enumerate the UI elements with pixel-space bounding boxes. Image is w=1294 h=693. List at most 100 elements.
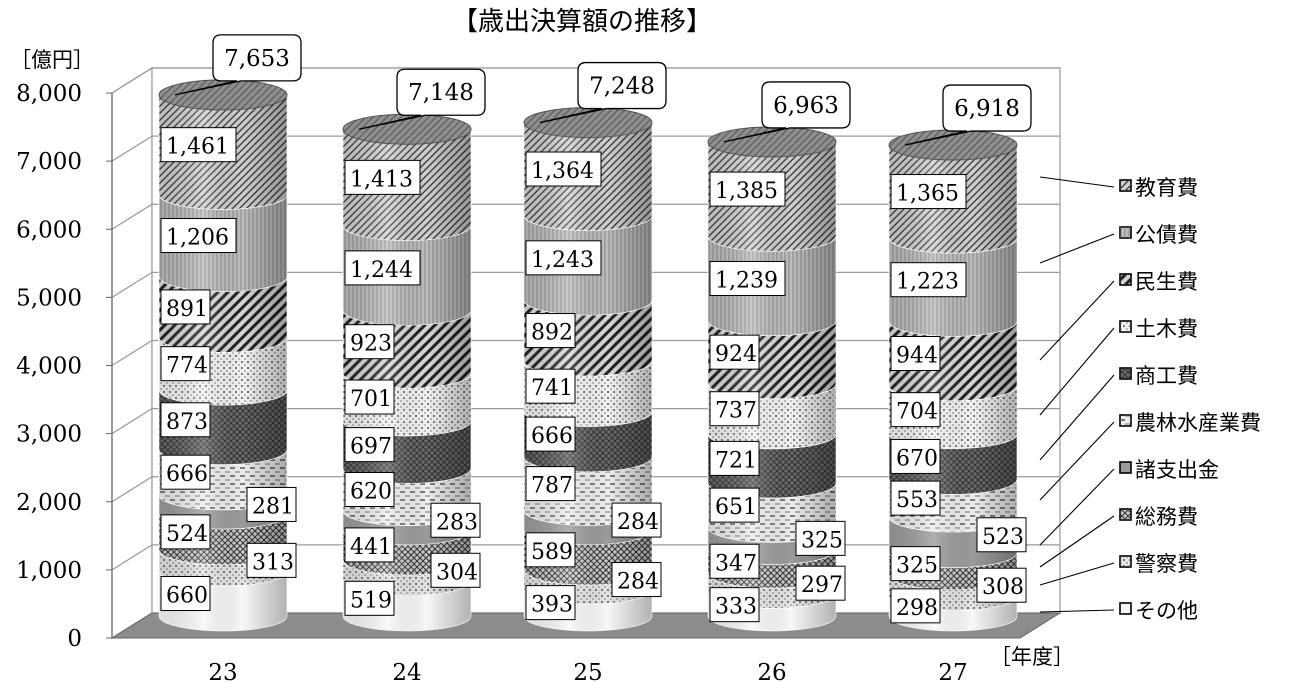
- data-label-box: [890, 588, 941, 624]
- y-tick-label: 2,000: [16, 490, 82, 516]
- y-tick-label: 4,000: [16, 354, 82, 380]
- data-label-box: [976, 517, 1027, 553]
- data-label: 620: [350, 479, 392, 504]
- data-label: 1,239: [715, 268, 778, 293]
- legend-leader-line: [1039, 327, 1115, 416]
- data-label: 1,413: [350, 167, 413, 192]
- data-label: 284: [617, 570, 659, 595]
- data-label-box: [525, 240, 602, 276]
- legend-leader-line: [1039, 280, 1115, 361]
- data-label: 737: [715, 399, 757, 424]
- data-label-box: [344, 250, 421, 286]
- data-label: 660: [166, 584, 208, 609]
- y-tick-label: 1,000: [16, 558, 82, 584]
- legend-leader-line: [1039, 515, 1115, 568]
- total-callout: [539, 61, 667, 124]
- legend-label: 公債費: [1135, 223, 1198, 247]
- total-callout: [174, 34, 302, 96]
- legend-label: 諸支出金: [1135, 458, 1219, 482]
- data-label-box: [709, 171, 786, 207]
- legend-swatch-pattern: [1120, 368, 1131, 379]
- data-label: 281: [252, 494, 294, 519]
- legend-leader-line: [1039, 233, 1115, 264]
- data-label-box: [430, 552, 481, 588]
- data-label: 666: [531, 424, 573, 449]
- data-label-box: [890, 480, 941, 516]
- data-label-box: [525, 151, 602, 187]
- y-tick-label: 5,000: [16, 285, 82, 311]
- data-label-box: [795, 565, 846, 601]
- data-label-box: [890, 438, 941, 474]
- data-label-box: [890, 174, 967, 210]
- data-label-box: [160, 514, 211, 550]
- data-label: 297: [801, 573, 843, 598]
- data-label: 701: [350, 387, 392, 412]
- data-label: 787: [531, 474, 573, 499]
- data-label: 553: [896, 488, 938, 513]
- legend-swatch-pattern: [1120, 415, 1131, 426]
- data-label-box: [344, 324, 395, 360]
- x-tick-label: 27: [938, 660, 967, 686]
- data-label-box: [525, 416, 576, 452]
- legend-leader-line: [1039, 468, 1115, 546]
- data-label: 1,461: [166, 135, 229, 160]
- data-label: 891: [166, 297, 208, 322]
- y-tick-label: 7,000: [16, 149, 82, 175]
- data-label: 1,244: [350, 258, 413, 283]
- data-label: 923: [350, 332, 392, 357]
- data-label-box: [160, 127, 237, 163]
- legend-leader-line: [1039, 609, 1115, 613]
- legend-label: その他: [1135, 599, 1198, 623]
- chart-title: 【歳出決算額の推移】: [452, 7, 712, 37]
- data-label: 697: [350, 435, 392, 460]
- total-label: 7,148: [408, 80, 474, 106]
- data-label-box: [525, 532, 576, 568]
- data-label: 347: [715, 551, 757, 576]
- data-label-box: [709, 543, 760, 579]
- total-callout: [904, 84, 1032, 146]
- data-label: 524: [166, 522, 208, 547]
- data-label-box: [525, 313, 576, 349]
- legend-swatch-pattern: [1120, 274, 1131, 285]
- x-axis-label: ［年度］: [990, 645, 1074, 669]
- data-label: 944: [896, 344, 938, 369]
- data-label: 741: [531, 376, 573, 401]
- y-tick-labels: 0 1,000 2,000 3,000 4,000 5,000 6,000 7,000 8,00…: [16, 81, 113, 652]
- data-label-box: [430, 502, 481, 538]
- data-label-box: [344, 427, 395, 463]
- data-label-box: [709, 487, 760, 523]
- total-callout: [358, 68, 486, 130]
- data-label: 1,364: [531, 159, 594, 184]
- data-label: 393: [531, 593, 573, 618]
- data-label-box: [344, 379, 395, 415]
- data-label: 1,385: [715, 179, 778, 204]
- legend-swatch-pattern: [1120, 556, 1131, 567]
- data-label-box: [525, 466, 576, 502]
- cylinder-top-pattern: [524, 107, 652, 138]
- data-label-box: [890, 392, 941, 428]
- data-label-box: [890, 546, 941, 582]
- data-label: 892: [531, 321, 573, 346]
- data-label-box: [160, 402, 211, 438]
- legend-swatch-pattern: [1120, 321, 1131, 332]
- data-label-box: [976, 567, 1027, 603]
- data-label-box: [160, 289, 211, 325]
- x-tick-labels: 23 24 25 26 27: [208, 660, 967, 686]
- data-label-box: [890, 336, 941, 372]
- data-label: 519: [350, 588, 392, 613]
- data-label: 441: [350, 535, 392, 560]
- data-label: 298: [896, 596, 938, 621]
- legend-swatch-pattern: [1120, 180, 1131, 191]
- data-label-box: [709, 391, 760, 427]
- data-label: 924: [715, 342, 757, 367]
- x-tick-label: 26: [757, 660, 786, 686]
- y-axis-label: ［億円］: [10, 48, 94, 72]
- legend-swatch-pattern: [1120, 603, 1131, 614]
- data-label: 333: [715, 595, 757, 620]
- data-label: 666: [166, 462, 208, 487]
- data-label: 1,365: [896, 182, 959, 207]
- data-label: 325: [896, 554, 938, 579]
- cylinder-top-pattern: [343, 114, 471, 145]
- gridline: [111, 67, 1060, 94]
